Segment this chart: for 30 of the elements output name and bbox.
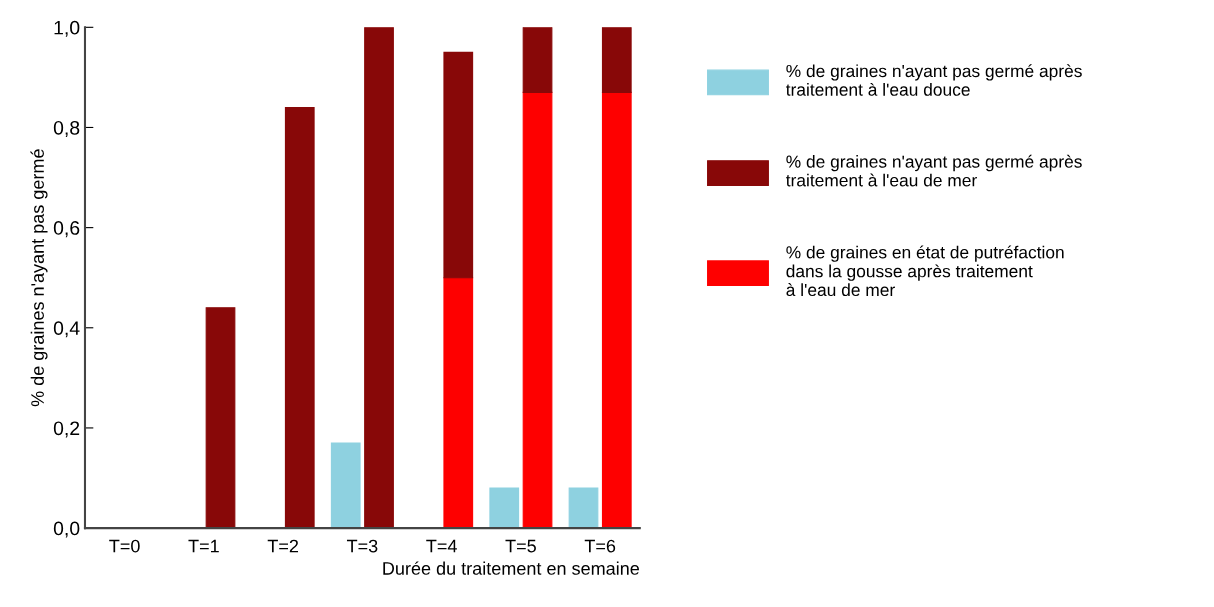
x-tick-label: T=0	[109, 539, 140, 553]
y-tick-label: 0,2	[53, 421, 80, 438]
bar	[284, 106, 315, 529]
y-tick-label: 1,0	[54, 20, 80, 37]
bar	[443, 51, 474, 279]
bar	[364, 27, 394, 529]
bar	[205, 307, 236, 529]
bar	[522, 91, 553, 529]
x-tick-label: T=6	[584, 539, 616, 553]
bar	[601, 91, 632, 529]
bar	[522, 27, 553, 93]
legend-label: % de graines n'ayant pas germé après traitement à l'eau douce	[785, 64, 1082, 96]
y-axis-title: % de graines n'ayant pas germé	[30, 149, 48, 407]
x-tick-label: T=1	[188, 539, 219, 553]
y-tick-label: 0,8	[53, 120, 80, 137]
bar	[489, 487, 520, 529]
bar	[568, 487, 599, 529]
legend-label: % de graines n'ayant pas germé après traitement à l'eau de mer	[785, 154, 1082, 187]
y-tick-label: 0,6	[53, 221, 80, 238]
bar	[330, 442, 361, 529]
x-tick-label: T=5	[505, 539, 536, 553]
bar	[601, 27, 632, 93]
x-tick-label: T=4	[426, 539, 457, 553]
bar	[443, 277, 474, 529]
y-tick-label: 0,0	[53, 521, 80, 538]
x-tick-label: T=2	[267, 539, 299, 553]
legend-label: % de graines en état de putréfaction dans la gousse après traitement à l'eau de mer	[786, 245, 1064, 297]
x-axis-title: Durée du traitement en semaine	[383, 561, 639, 575]
x-tick-label: T=3	[346, 539, 378, 553]
y-tick-label: 0,4	[53, 321, 80, 338]
